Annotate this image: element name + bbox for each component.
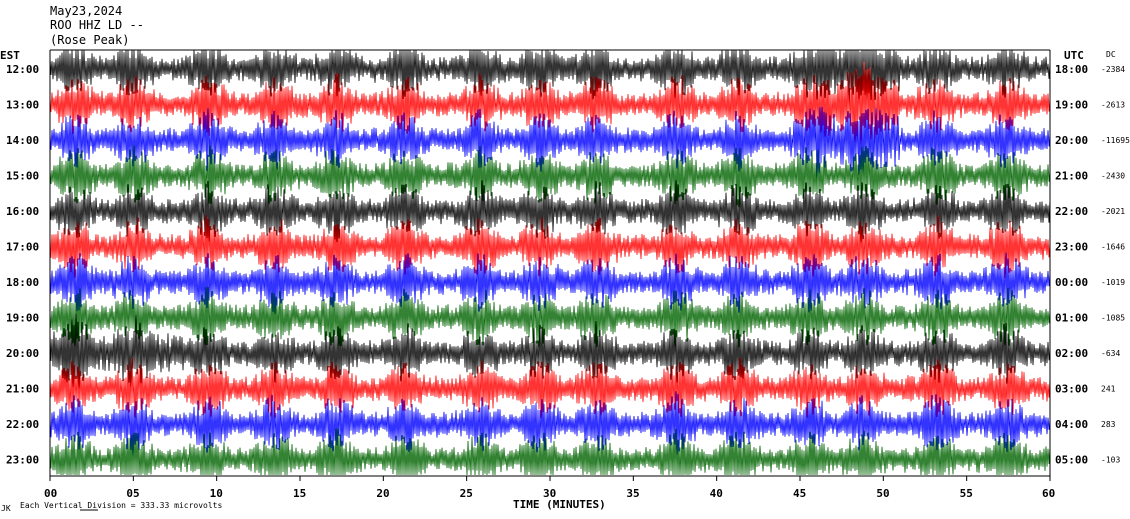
utc-hour-label: 18:00 <box>1055 63 1088 76</box>
est-hour-label: 22:00 <box>6 418 39 431</box>
trace-row-1200 <box>49 49 1051 103</box>
est-hour-label: 20:00 <box>6 347 39 360</box>
x-tick-label: 25 <box>460 487 473 500</box>
x-tick-label: 05 <box>126 487 139 500</box>
trace-group <box>49 49 1051 476</box>
x-axis-label: TIME (MINUTES) <box>513 498 606 511</box>
x-tick-label: 20 <box>376 487 389 500</box>
dc-offset-value: -1019 <box>1101 278 1125 287</box>
x-tick-label: 50 <box>876 487 889 500</box>
trace-row-1300 <box>49 61 1051 146</box>
x-tick-label: 35 <box>626 487 639 500</box>
est-hour-label: 15:00 <box>6 170 39 183</box>
left-axis-label: EST <box>0 49 20 62</box>
est-hour-label: 14:00 <box>6 134 39 147</box>
dc-offset-value: -103 <box>1101 456 1120 465</box>
trace-row-1600 <box>49 179 1051 243</box>
x-tick-label: 40 <box>710 487 723 500</box>
axis-labels: 12:00 18:00 -2384 13:00 19:00 -2613 14:00 20:00… <box>6 63 1130 500</box>
right-axis-label: UTC <box>1064 49 1084 62</box>
x-tick-label: 60 <box>1042 487 1055 500</box>
est-hour-label: 17:00 <box>6 241 39 254</box>
est-hour-label: 16:00 <box>6 205 39 218</box>
dc-offset-value: 283 <box>1101 420 1116 429</box>
trace-row-1400 <box>49 106 1051 181</box>
trace-row-1500 <box>49 145 1051 208</box>
dc-offset-value: -2613 <box>1101 101 1125 110</box>
trace-row-2200 <box>49 391 1051 456</box>
trace-row-2000 <box>49 313 1051 389</box>
dc-offset-value: -2021 <box>1101 207 1125 216</box>
dc-offset-value: -1646 <box>1101 243 1125 252</box>
header-date: May23,2024 <box>50 4 123 18</box>
trace-row-1800 <box>49 252 1051 315</box>
dc-offset-value: -1085 <box>1101 314 1125 323</box>
utc-hour-label: 04:00 <box>1055 418 1088 431</box>
utc-hour-label: 21:00 <box>1055 170 1088 183</box>
est-hour-label: 19:00 <box>6 312 39 325</box>
footer-scale-note: Each Vertical Division = 333.33 microvol… <box>20 501 222 510</box>
x-tick-label: 15 <box>293 487 306 500</box>
est-hour-label: 23:00 <box>6 454 39 467</box>
utc-hour-label: 19:00 <box>1055 99 1088 112</box>
utc-hour-label: 00:00 <box>1055 276 1088 289</box>
utc-hour-label: 23:00 <box>1055 241 1088 254</box>
dc-offset-value: -2384 <box>1101 65 1125 74</box>
footer-mark: JK <box>1 504 11 513</box>
trace-row-2100 <box>49 357 1051 419</box>
est-hour-label: 13:00 <box>6 99 39 112</box>
trace-row-2300 <box>49 428 1051 476</box>
utc-hour-label: 22:00 <box>1055 205 1088 218</box>
utc-hour-label: 02:00 <box>1055 347 1088 360</box>
trace-row-1700 <box>49 215 1051 279</box>
dc-offset-value: -11695 <box>1101 136 1130 145</box>
utc-hour-label: 20:00 <box>1055 134 1088 147</box>
est-hour-label: 18:00 <box>6 276 39 289</box>
x-tick-label: 55 <box>960 487 973 500</box>
x-tick-label: 30 <box>543 487 556 500</box>
utc-hour-label: 03:00 <box>1055 383 1088 396</box>
x-tick-label: 45 <box>793 487 806 500</box>
x-tick-label: 10 <box>210 487 223 500</box>
dc-offset-value: 241 <box>1101 385 1116 394</box>
x-tick-label: 00 <box>44 487 57 500</box>
header-station: ROO HHZ LD -- <box>50 18 144 32</box>
utc-hour-label: 05:00 <box>1055 454 1088 467</box>
est-hour-label: 12:00 <box>6 63 39 76</box>
dc-offset-value: -634 <box>1101 349 1120 358</box>
est-hour-label: 21:00 <box>6 383 39 396</box>
header-subtitle: (Rose Peak) <box>50 33 130 47</box>
dc-offset-value: -2430 <box>1101 172 1125 181</box>
dc-label: DC <box>1106 50 1116 59</box>
trace-row-1900 <box>49 286 1051 348</box>
utc-hour-label: 01:00 <box>1055 312 1088 325</box>
